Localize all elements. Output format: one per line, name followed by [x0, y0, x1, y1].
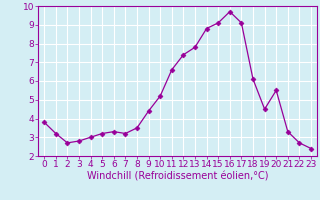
X-axis label: Windchill (Refroidissement éolien,°C): Windchill (Refroidissement éolien,°C): [87, 172, 268, 182]
